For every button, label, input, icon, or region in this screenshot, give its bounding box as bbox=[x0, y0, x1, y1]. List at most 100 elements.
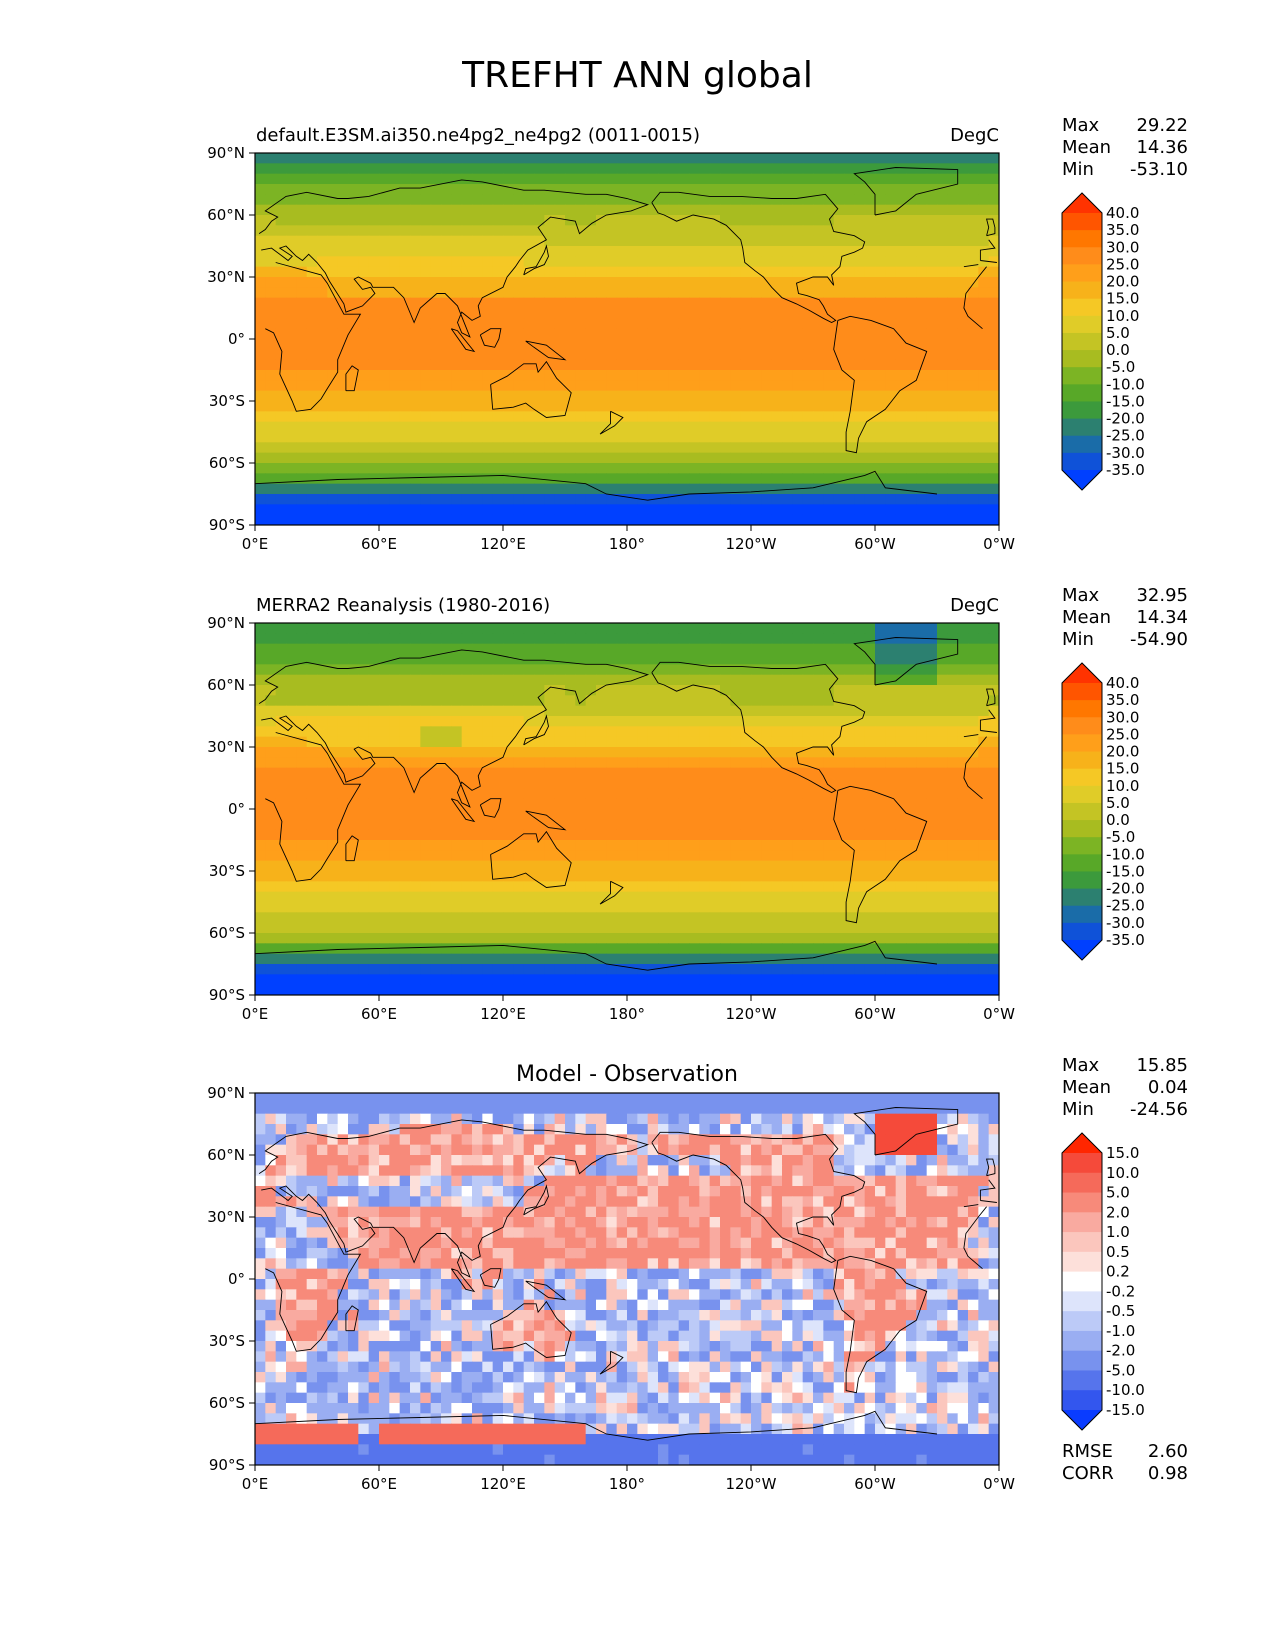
map-cell bbox=[709, 266, 721, 278]
map-cell bbox=[544, 401, 556, 412]
map-cell bbox=[802, 349, 814, 361]
map-cell bbox=[771, 308, 783, 319]
map-cell bbox=[937, 401, 948, 412]
map-cell bbox=[771, 504, 783, 516]
map-cell bbox=[968, 850, 979, 862]
map-cell bbox=[957, 504, 969, 516]
map-cell bbox=[627, 235, 638, 247]
map-cell bbox=[296, 674, 308, 686]
map-cell bbox=[286, 184, 297, 195]
map-cell bbox=[678, 943, 690, 955]
map-cell bbox=[399, 494, 411, 505]
map-cell bbox=[720, 308, 731, 319]
map-cell bbox=[399, 809, 411, 820]
map-cell bbox=[895, 225, 907, 237]
map-cell bbox=[627, 922, 638, 934]
map-cell bbox=[327, 318, 339, 330]
map-cell bbox=[286, 463, 297, 474]
map-cell bbox=[399, 891, 411, 903]
map-cell bbox=[472, 390, 483, 402]
map-cell bbox=[937, 767, 948, 779]
map-cell bbox=[265, 308, 277, 319]
map-cell bbox=[802, 778, 814, 789]
map-cell bbox=[937, 840, 948, 851]
map-cell bbox=[689, 380, 700, 392]
map-cell bbox=[575, 809, 587, 820]
map-cell bbox=[854, 153, 866, 164]
map-cell bbox=[771, 349, 783, 361]
map-cell bbox=[430, 912, 442, 924]
map-cell bbox=[813, 473, 824, 485]
map-cell bbox=[709, 390, 721, 402]
map-cell bbox=[296, 184, 308, 195]
map-cell bbox=[782, 504, 793, 516]
map-cell bbox=[296, 380, 308, 392]
map-cell bbox=[358, 225, 370, 237]
map-cell bbox=[751, 432, 762, 443]
map-cell bbox=[513, 767, 525, 779]
map-cell bbox=[957, 933, 969, 944]
map-cell bbox=[678, 494, 690, 505]
map-cell bbox=[658, 194, 669, 206]
map-cell bbox=[565, 297, 576, 309]
map-cell bbox=[317, 705, 328, 717]
map-cell bbox=[606, 736, 618, 748]
map-cell bbox=[937, 850, 948, 862]
map-cell bbox=[461, 840, 473, 851]
map-cell bbox=[782, 798, 793, 810]
map-cell bbox=[472, 933, 483, 944]
map-cell bbox=[854, 442, 866, 454]
map-cell bbox=[503, 788, 514, 800]
map-cell bbox=[937, 819, 948, 831]
map-cell bbox=[844, 674, 855, 686]
map-cell bbox=[286, 277, 297, 288]
map-cell bbox=[348, 705, 359, 717]
map-cell bbox=[441, 850, 452, 862]
map-cell bbox=[317, 933, 328, 944]
map-cell bbox=[596, 256, 607, 268]
map-cell bbox=[503, 163, 514, 175]
map-cell bbox=[451, 840, 463, 851]
map-cell bbox=[565, 871, 576, 882]
map-cell bbox=[937, 339, 948, 350]
map-cell bbox=[854, 308, 866, 319]
map-cell bbox=[255, 473, 266, 485]
map-cell bbox=[265, 421, 277, 433]
map-cell bbox=[761, 452, 773, 464]
map-cell bbox=[627, 463, 638, 474]
map-cell bbox=[317, 442, 328, 454]
map-cell bbox=[523, 153, 535, 164]
map-cell bbox=[740, 153, 752, 164]
map-cell bbox=[937, 349, 948, 361]
map-cell bbox=[823, 695, 835, 707]
map-cell bbox=[699, 204, 711, 216]
map-cell bbox=[689, 473, 700, 485]
map-cell bbox=[844, 695, 855, 707]
map-cell bbox=[441, 809, 452, 820]
map-cell bbox=[751, 633, 762, 645]
map-cell bbox=[937, 726, 948, 738]
map-cell bbox=[895, 256, 907, 268]
map-cell bbox=[441, 442, 452, 454]
map-cell bbox=[513, 349, 525, 361]
map-cell bbox=[472, 747, 483, 758]
map-cell bbox=[337, 829, 349, 841]
map-cell bbox=[854, 204, 866, 216]
map-cell bbox=[906, 757, 917, 769]
map-cell bbox=[709, 277, 721, 288]
map-cell bbox=[596, 840, 607, 851]
map-cell bbox=[368, 256, 380, 268]
map-cell bbox=[720, 494, 731, 505]
map-cell bbox=[813, 654, 824, 665]
map-cell bbox=[544, 747, 556, 758]
map-cell bbox=[534, 204, 545, 216]
map-cell bbox=[751, 757, 762, 769]
map-cell bbox=[327, 674, 339, 686]
map-cell bbox=[616, 349, 628, 361]
map-cell bbox=[782, 432, 793, 443]
map-cell bbox=[482, 767, 494, 779]
map-cell bbox=[647, 726, 659, 738]
map-cell bbox=[441, 819, 452, 831]
map-cell bbox=[616, 778, 628, 789]
map-cell bbox=[503, 318, 514, 330]
